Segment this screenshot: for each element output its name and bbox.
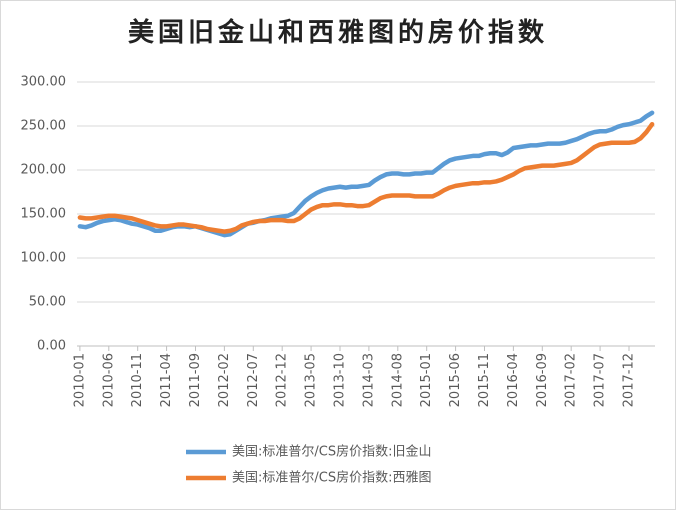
y-tick-label: 200.00 xyxy=(21,163,67,178)
x-tick-label: 2012-07 xyxy=(246,353,261,407)
line-series xyxy=(77,121,655,234)
y-tick-label: 100.00 xyxy=(21,251,67,266)
chart-title: 美国旧金山和西雅图的房价指数 xyxy=(128,17,548,48)
y-tick-label: 150.00 xyxy=(21,207,67,222)
y-tick-label: 50.00 xyxy=(29,295,66,310)
x-tick-label: 2011-09 xyxy=(188,353,203,407)
x-tick-label: 2015-11 xyxy=(477,353,492,407)
x-tick-label: 2010-06 xyxy=(101,353,116,407)
x-tick-label: 2010-01 xyxy=(72,353,87,407)
y-tick-label: 0.00 xyxy=(37,339,66,354)
x-tick-label: 2013-10 xyxy=(332,353,347,407)
x-tick-label: 2012-12 xyxy=(275,353,290,407)
x-tick-label: 2015-01 xyxy=(419,353,434,407)
y-tick-label: 250.00 xyxy=(21,119,67,134)
x-tick-label: 2014-03 xyxy=(361,353,376,407)
x-tick-label: 2010-11 xyxy=(130,353,145,407)
x-tick-label: 2017-07 xyxy=(593,353,608,407)
x-tick-label: 2012-02 xyxy=(217,353,232,407)
x-tick-label: 2015-06 xyxy=(448,353,463,407)
x-tick-label: 2017-02 xyxy=(564,353,579,407)
x-tick-label: 2016-04 xyxy=(506,353,521,407)
x-tick-label: 2014-08 xyxy=(390,353,405,407)
legend-label: 美国:标准普尔/CS房价指数:旧金山 xyxy=(232,444,431,460)
y-tick-label: 300.00 xyxy=(21,75,67,90)
legend-label: 美国:标准普尔/CS房价指数:西雅图 xyxy=(232,470,431,486)
x-tick-label: 2013-05 xyxy=(304,353,319,407)
x-tick-label: 2017-12 xyxy=(621,353,636,407)
x-tick-label: 2011-04 xyxy=(159,353,174,407)
x-tick-label: 2016-09 xyxy=(535,353,550,407)
